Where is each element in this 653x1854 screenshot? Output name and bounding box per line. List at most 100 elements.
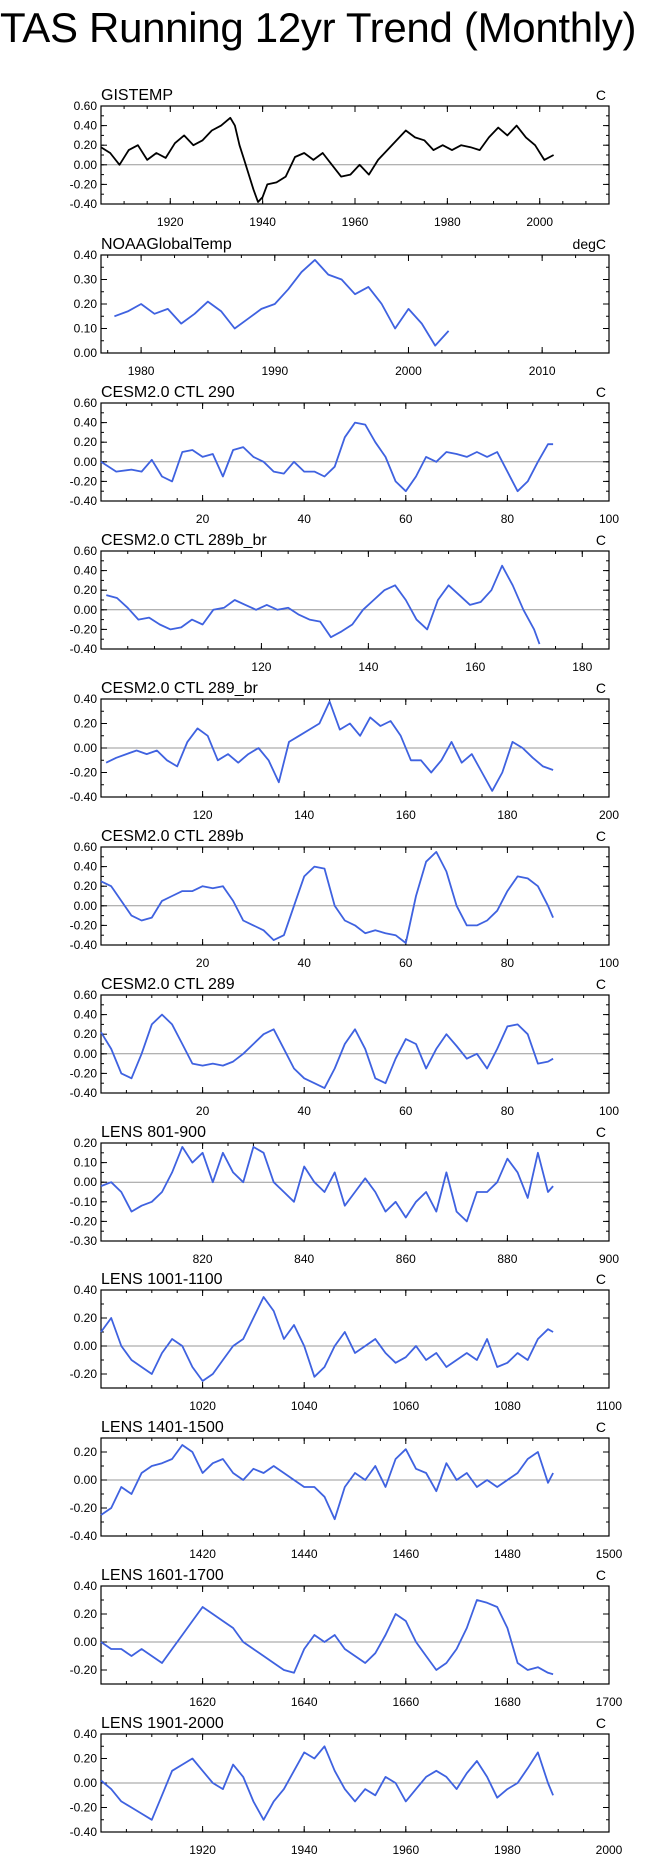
x-tick-label: 1990 bbox=[261, 364, 288, 378]
x-tick-label: 1680 bbox=[494, 1695, 521, 1709]
panel-6: CESM2.0 CTL 289b C -0.40 -0.20 0.00 0.20 0.40 0… bbox=[70, 828, 620, 970]
x-tick-label: 1940 bbox=[291, 1843, 318, 1854]
panel-units: C bbox=[596, 532, 606, 548]
x-tick-label: 1100 bbox=[596, 1399, 622, 1413]
x-tick-label: 2010 bbox=[529, 364, 556, 378]
plot-frame bbox=[100, 402, 610, 502]
y-tick-label: -0.20 bbox=[70, 1501, 98, 1515]
x-tick-label: 1960 bbox=[342, 215, 369, 229]
x-tick-label: 1700 bbox=[596, 1695, 623, 1709]
y-tick-label: 0.40 bbox=[74, 1727, 98, 1741]
x-tick-label: 1080 bbox=[494, 1399, 521, 1413]
panel-title: CESM2.0 CTL 290 bbox=[101, 384, 235, 401]
x-tick-label: 120 bbox=[193, 808, 213, 822]
y-tick-label: -0.10 bbox=[70, 1195, 98, 1209]
panel-units: C bbox=[596, 828, 606, 844]
panel-title: CESM2.0 CTL 289_br bbox=[101, 680, 258, 697]
panel-title: LENS 1401-1500 bbox=[101, 1419, 224, 1436]
y-tick-label: -0.20 bbox=[70, 1801, 98, 1815]
y-tick-label: 0.00 bbox=[74, 1339, 98, 1353]
y-tick-label: 0.20 bbox=[74, 1027, 98, 1041]
y-tick-label: 0.20 bbox=[74, 435, 98, 449]
plot-frame bbox=[100, 846, 610, 946]
x-tick-label: 1980 bbox=[494, 1843, 521, 1854]
x-tick-label: 80 bbox=[501, 512, 515, 526]
y-tick-label: 0.20 bbox=[74, 1607, 98, 1621]
y-tick-label: -0.20 bbox=[70, 622, 98, 636]
series-line bbox=[114, 258, 450, 347]
x-tick-label: 1060 bbox=[392, 1399, 419, 1413]
y-tick-label: 0.20 bbox=[74, 1311, 98, 1325]
panel-title: GISTEMP bbox=[101, 87, 173, 104]
y-tick-label: -0.20 bbox=[70, 1214, 98, 1228]
y-tick-label: 0.60 bbox=[74, 396, 98, 410]
y-tick-label: 0.40 bbox=[74, 564, 98, 578]
y-tick-label: 0.40 bbox=[74, 416, 98, 430]
y-tick-label: 0.40 bbox=[74, 860, 98, 874]
series-line bbox=[100, 1296, 554, 1382]
series-line bbox=[100, 1745, 554, 1821]
x-tick-label: 20 bbox=[196, 1104, 210, 1118]
panel-units: C bbox=[596, 1715, 606, 1731]
x-tick-label: 1920 bbox=[189, 1843, 216, 1854]
x-tick-label: 1040 bbox=[291, 1399, 318, 1413]
x-tick-label: 40 bbox=[298, 512, 312, 526]
panel-units: C bbox=[596, 384, 606, 400]
y-tick-label: 0.10 bbox=[74, 1156, 98, 1170]
panel-title: CESM2.0 CTL 289b_br bbox=[101, 532, 267, 549]
plot-frame bbox=[100, 254, 610, 354]
x-tick-label: 80 bbox=[501, 956, 515, 970]
x-tick-label: 60 bbox=[399, 1104, 413, 1118]
x-tick-label: 1940 bbox=[249, 215, 276, 229]
series-line bbox=[100, 851, 554, 944]
x-tick-label: 1020 bbox=[189, 1399, 216, 1413]
y-tick-label: -0.40 bbox=[70, 197, 98, 211]
x-tick-label: 1480 bbox=[494, 1547, 521, 1561]
series-line bbox=[100, 1146, 554, 1223]
panel-12: LENS 1901-2000 C -0.40 -0.20 0.00 0.20 0.40 192… bbox=[70, 1715, 623, 1854]
panel-units: C bbox=[596, 1567, 606, 1583]
y-tick-label: -0.20 bbox=[70, 1367, 98, 1381]
y-tick-label: -0.40 bbox=[70, 938, 98, 952]
panel-units: C bbox=[596, 680, 606, 696]
y-tick-label: 0.20 bbox=[74, 1445, 98, 1459]
plot-frame bbox=[100, 1289, 610, 1389]
y-tick-label: 0.20 bbox=[74, 583, 98, 597]
x-tick-label: 1620 bbox=[189, 1695, 216, 1709]
y-tick-label: 0.00 bbox=[74, 1473, 98, 1487]
panel-9: LENS 1001-1100 C -0.20 0.00 0.20 0.40 1020 1040… bbox=[70, 1271, 623, 1413]
x-tick-label: 20 bbox=[196, 512, 210, 526]
panel-title: CESM2.0 CTL 289b bbox=[101, 828, 244, 845]
x-tick-label: 60 bbox=[399, 956, 413, 970]
panel-units: C bbox=[596, 1271, 606, 1287]
panel-title: LENS 1901-2000 bbox=[101, 1715, 224, 1732]
x-tick-label: 2000 bbox=[596, 1843, 623, 1854]
plot-frame bbox=[100, 550, 610, 650]
y-tick-label: -0.20 bbox=[70, 1663, 98, 1677]
x-tick-label: 2000 bbox=[395, 364, 422, 378]
y-tick-label: 0.00 bbox=[74, 899, 98, 913]
y-tick-label: 0.20 bbox=[74, 879, 98, 893]
y-tick-label: -0.40 bbox=[70, 1529, 98, 1543]
x-tick-label: 900 bbox=[599, 1252, 619, 1266]
series-line bbox=[106, 564, 541, 645]
panel-1: GISTEMP C -0.40 -0.20 0.00 0.20 0.40 0.60 1920 19… bbox=[70, 87, 610, 229]
y-tick-label: 0.20 bbox=[74, 717, 98, 731]
panel-title: LENS 1601-1700 bbox=[101, 1567, 224, 1584]
x-tick-label: 60 bbox=[399, 512, 413, 526]
y-tick-label: 0.20 bbox=[74, 1752, 98, 1766]
panel-10: LENS 1401-1500 C -0.40 -0.20 0.00 0.20 1420 144… bbox=[70, 1419, 623, 1561]
x-tick-label: 820 bbox=[193, 1252, 213, 1266]
plot-frame bbox=[100, 105, 610, 205]
y-tick-label: 0.00 bbox=[74, 1047, 98, 1061]
panel-units: degC bbox=[573, 236, 606, 252]
y-tick-label: -0.30 bbox=[70, 1234, 98, 1248]
panel-units: C bbox=[596, 1124, 606, 1140]
y-tick-label: 0.00 bbox=[74, 1776, 98, 1790]
y-tick-label: -0.40 bbox=[70, 642, 98, 656]
plot-frame bbox=[100, 994, 610, 1094]
series-line bbox=[100, 1599, 554, 1676]
x-tick-label: 1920 bbox=[157, 215, 184, 229]
y-tick-label: 0.20 bbox=[74, 297, 98, 311]
